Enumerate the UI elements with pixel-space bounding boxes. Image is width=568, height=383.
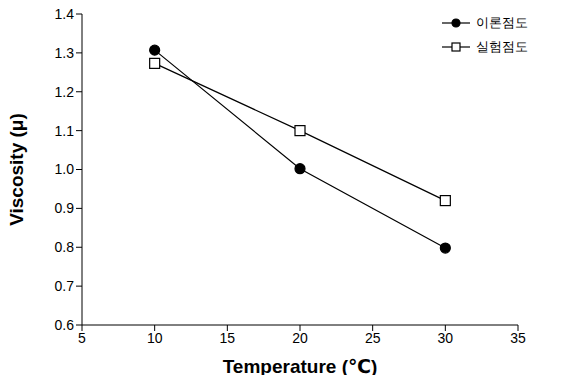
svg-text:15: 15 [220, 330, 236, 346]
svg-text:20: 20 [292, 330, 308, 346]
svg-text:10: 10 [147, 330, 163, 346]
svg-text:1.0: 1.0 [55, 161, 75, 177]
svg-text:5: 5 [78, 330, 86, 346]
svg-text:0.7: 0.7 [55, 278, 75, 294]
svg-text:25: 25 [365, 330, 381, 346]
svg-text:0.8: 0.8 [55, 239, 75, 255]
svg-text:0.9: 0.9 [55, 200, 75, 216]
html-text:실험점도: 실험점도 [476, 39, 528, 54]
html-text:이론점도: 이론점도 [476, 15, 528, 30]
svg-text:Temperature (℃): Temperature (℃) [223, 356, 378, 375]
svg-text:35: 35 [510, 330, 526, 346]
svg-text:1.4: 1.4 [55, 8, 75, 22]
svg-text:Viscosity (μ): Viscosity (μ) [8, 113, 27, 226]
svg-text:0.6: 0.6 [55, 317, 75, 333]
svg-text:30: 30 [438, 330, 454, 346]
svg-text:1.2: 1.2 [55, 84, 75, 100]
svg-text:1.3: 1.3 [55, 45, 75, 61]
svg-text:1.1: 1.1 [55, 123, 75, 139]
